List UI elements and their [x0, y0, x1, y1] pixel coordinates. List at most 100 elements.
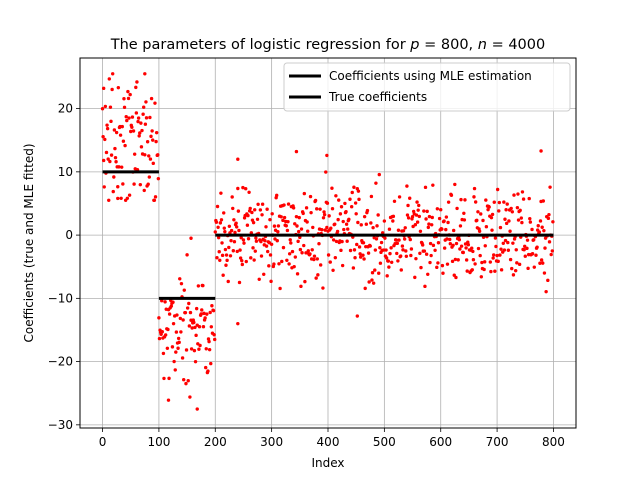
mle-point — [238, 256, 243, 260]
mle-point — [224, 253, 229, 257]
mle-point — [129, 129, 133, 134]
mle-point — [161, 351, 166, 356]
mle-point — [430, 215, 434, 220]
mle-point — [302, 243, 306, 248]
mle-point — [225, 258, 229, 263]
mle-point — [286, 202, 291, 206]
mle-point — [528, 220, 533, 224]
mle-point — [138, 182, 143, 187]
mle-point — [152, 198, 157, 203]
mle-point — [297, 215, 301, 220]
mle-point — [548, 185, 552, 189]
mle-point — [272, 262, 276, 266]
mle-point — [236, 321, 240, 326]
mle-point — [536, 224, 540, 228]
mle-point — [153, 195, 158, 199]
mle-point — [534, 253, 538, 257]
mle-point — [218, 258, 222, 262]
mle-point — [367, 280, 371, 284]
mle-point — [405, 213, 410, 217]
mle-point — [449, 193, 454, 197]
mle-point — [211, 308, 216, 313]
mle-point — [335, 229, 340, 234]
mle-point — [501, 241, 505, 245]
mle-point — [374, 181, 378, 185]
mle-point — [331, 238, 336, 242]
mle-point — [422, 209, 426, 213]
mle-point — [503, 238, 508, 243]
mle-point — [277, 262, 281, 266]
mle-point — [313, 198, 318, 203]
mle-point — [507, 219, 511, 223]
mle-point — [232, 218, 236, 222]
mle-point — [423, 185, 428, 190]
mle-point — [451, 228, 456, 233]
mle-point — [324, 170, 328, 174]
mle-point — [505, 202, 509, 206]
mle-point — [255, 217, 260, 221]
mle-point — [185, 253, 189, 257]
mle-point — [522, 248, 526, 252]
mle-point — [514, 248, 518, 252]
mle-point — [160, 329, 164, 334]
mle-point — [308, 194, 313, 199]
mle-point — [384, 256, 389, 260]
mle-point — [253, 208, 257, 212]
mle-point — [417, 214, 422, 219]
mle-point — [362, 257, 366, 261]
mle-point — [358, 255, 363, 259]
mle-point — [258, 208, 263, 212]
mle-point — [143, 72, 147, 76]
mle-point — [200, 308, 204, 312]
mle-point — [101, 158, 106, 163]
mle-point — [222, 226, 226, 230]
mle-point — [178, 316, 183, 321]
mle-point — [224, 263, 228, 267]
mle-point — [492, 253, 496, 257]
mle-point — [480, 260, 484, 265]
mle-point — [128, 92, 132, 97]
mle-point — [517, 262, 522, 267]
mle-point — [186, 379, 190, 383]
mle-point — [263, 238, 267, 243]
mle-point — [262, 272, 266, 276]
mle-point — [174, 350, 178, 354]
mle-point — [364, 222, 369, 226]
mle-point — [458, 247, 462, 251]
mle-point — [370, 278, 374, 282]
mle-point — [406, 216, 411, 220]
mle-point — [437, 216, 442, 221]
mle-point — [205, 312, 209, 316]
mle-point — [510, 210, 515, 214]
mle-point — [234, 221, 238, 225]
mle-point — [251, 246, 255, 250]
mle-point — [135, 80, 139, 84]
mle-point — [352, 185, 356, 189]
mle-point — [401, 248, 405, 252]
mle-point — [436, 241, 441, 245]
mle-point — [147, 154, 151, 158]
mle-point — [429, 253, 433, 258]
mle-point — [339, 248, 343, 253]
mle-point — [448, 242, 453, 246]
mle-point — [414, 213, 419, 217]
mle-point — [284, 224, 288, 228]
mle-point — [253, 249, 257, 253]
mle-point — [171, 321, 176, 326]
mle-point — [173, 368, 177, 372]
mle-point — [371, 225, 375, 230]
mle-point — [338, 212, 343, 216]
mle-point — [365, 208, 370, 213]
mle-point — [237, 228, 241, 233]
mle-point — [112, 128, 117, 132]
mle-point — [413, 223, 418, 227]
mle-point — [244, 186, 248, 191]
mle-point — [306, 249, 310, 253]
mle-point — [136, 116, 141, 120]
mle-point — [325, 201, 330, 205]
y-tick-label: 0 — [65, 228, 73, 242]
x-tick-label: 200 — [204, 435, 227, 449]
mle-point — [122, 97, 126, 101]
mle-point — [542, 228, 546, 233]
mle-point — [526, 266, 530, 271]
